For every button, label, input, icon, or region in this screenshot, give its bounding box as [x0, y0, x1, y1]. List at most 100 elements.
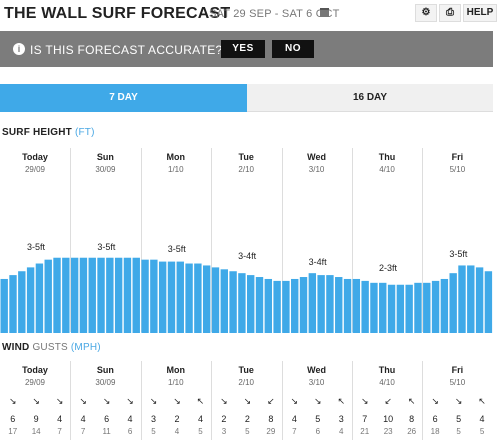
surf-bar: [458, 265, 466, 333]
wind-direction-icon: ↙: [267, 396, 275, 406]
wind-gust: 7: [80, 427, 86, 436]
wind-speed: 6: [10, 414, 16, 424]
surf-bar: [18, 271, 26, 333]
wind-speed: 4: [80, 414, 86, 424]
surf-bar: [299, 277, 308, 333]
surf-bar: [238, 273, 246, 333]
day-name: Today: [22, 152, 48, 162]
surf-bar: [141, 259, 149, 333]
day-name: Mon: [166, 152, 186, 162]
surf-bar: [9, 275, 17, 333]
surf-bar: [484, 271, 493, 333]
wind-gust: 6: [127, 427, 133, 436]
wind-direction-icon: ↘: [149, 396, 158, 406]
wind-gust: 17: [8, 427, 18, 436]
tab-16-day[interactable]: 16 DAY: [247, 84, 493, 112]
surf-bar: [0, 278, 8, 333]
day-date: 4/10: [379, 165, 395, 174]
help-button[interactable]: HELP: [463, 4, 497, 22]
wind-speed: 2: [244, 414, 250, 424]
wind-speed: 4: [127, 414, 133, 424]
wind-gust: 5: [198, 427, 203, 436]
surf-height-label: 3-5ft: [449, 249, 468, 260]
day-date: 5/10: [449, 378, 466, 387]
wind-speed: 5: [315, 414, 321, 424]
day-divider: [70, 361, 72, 440]
surf-bar: [370, 282, 378, 333]
wind-speed: 4: [197, 414, 203, 424]
wind-speed: 10: [383, 414, 394, 424]
surf-height-title: SURF HEIGHT: [2, 127, 72, 138]
wind-gust: 7: [292, 427, 297, 436]
surf-bar: [475, 267, 484, 333]
surf-bar: [62, 257, 70, 333]
surf-bar: [194, 263, 202, 333]
print-button[interactable]: ⎙: [439, 4, 461, 22]
wind-speed: 6: [104, 414, 110, 424]
wind-speed: 6: [432, 414, 438, 424]
wind-direction-icon: ↘: [102, 396, 111, 406]
day-date: 29/09: [24, 378, 46, 387]
day-date: 2/10: [238, 165, 254, 174]
wind-direction-icon: ↘: [8, 396, 17, 406]
wind-gust: 3: [221, 427, 227, 436]
day-divider: [281, 361, 283, 440]
surf-bar: [35, 263, 44, 333]
surf-bar: [449, 273, 457, 333]
surf-bar: [255, 277, 264, 333]
surf-bar: [414, 282, 422, 333]
day-name: Wed: [307, 152, 327, 162]
day-name: Today: [22, 365, 48, 375]
wind-gust: 5: [456, 427, 461, 436]
surf-bar: [326, 275, 334, 333]
wind-gust: 7: [57, 427, 62, 436]
day-divider: [352, 148, 353, 332]
page-title: THE WALL SURF FORECAST: [4, 5, 231, 22]
wind-gust: 4: [174, 427, 180, 436]
surf-bar: [291, 278, 299, 333]
surf-bar: [150, 259, 158, 333]
wind-direction-icon: ↘: [360, 396, 369, 406]
wind-gust: 29: [266, 427, 276, 436]
day-name: Wed: [307, 365, 327, 375]
wind-unit: (MPH): [70, 342, 101, 353]
calendar-icon[interactable]: [320, 8, 329, 17]
day-name: Tue: [238, 152, 254, 162]
surf-bar: [88, 257, 96, 333]
wind-direction-icon: ↘: [79, 396, 87, 406]
wind-gusts-label: GUSTS: [32, 342, 68, 353]
day-date: 4/10: [379, 378, 395, 387]
day-divider: [422, 148, 424, 332]
wind-gust: 5: [151, 427, 156, 436]
surf-bar: [26, 267, 35, 333]
surf-bar: [282, 280, 290, 333]
day-date: 30/09: [95, 378, 116, 387]
tab-7-day[interactable]: 7 DAY: [0, 84, 247, 112]
wind-speed: 8: [268, 414, 274, 424]
surf-bar: [467, 265, 475, 333]
day-name: Thu: [378, 152, 396, 162]
wind-speed: 2: [174, 414, 180, 424]
day-divider: [140, 361, 142, 440]
surf-height-heading: SURF HEIGHT (FT): [2, 127, 95, 138]
surf-bar: [361, 280, 369, 333]
settings-button[interactable]: ⚙: [415, 4, 437, 22]
no-button[interactable]: NO: [272, 40, 314, 58]
yes-button[interactable]: YES: [221, 40, 265, 58]
surf-bar: [423, 282, 431, 333]
day-date: 29/09: [24, 165, 46, 174]
wind-direction-icon: ↖: [478, 396, 486, 406]
wind-speed: 8: [409, 414, 415, 424]
wind-speed: 9: [33, 414, 39, 424]
day-divider: [70, 148, 72, 332]
surf-bar: [343, 278, 352, 333]
day-name: Fri: [451, 365, 464, 375]
wind-direction-icon: ↙: [384, 396, 392, 406]
surf-bar: [379, 282, 387, 333]
surf-bar: [352, 278, 361, 333]
day-divider: [211, 148, 213, 332]
surf-bar: [114, 257, 123, 333]
wind-gust: 11: [102, 427, 111, 436]
surf-bar: [387, 284, 396, 333]
day-divider: [281, 148, 283, 332]
